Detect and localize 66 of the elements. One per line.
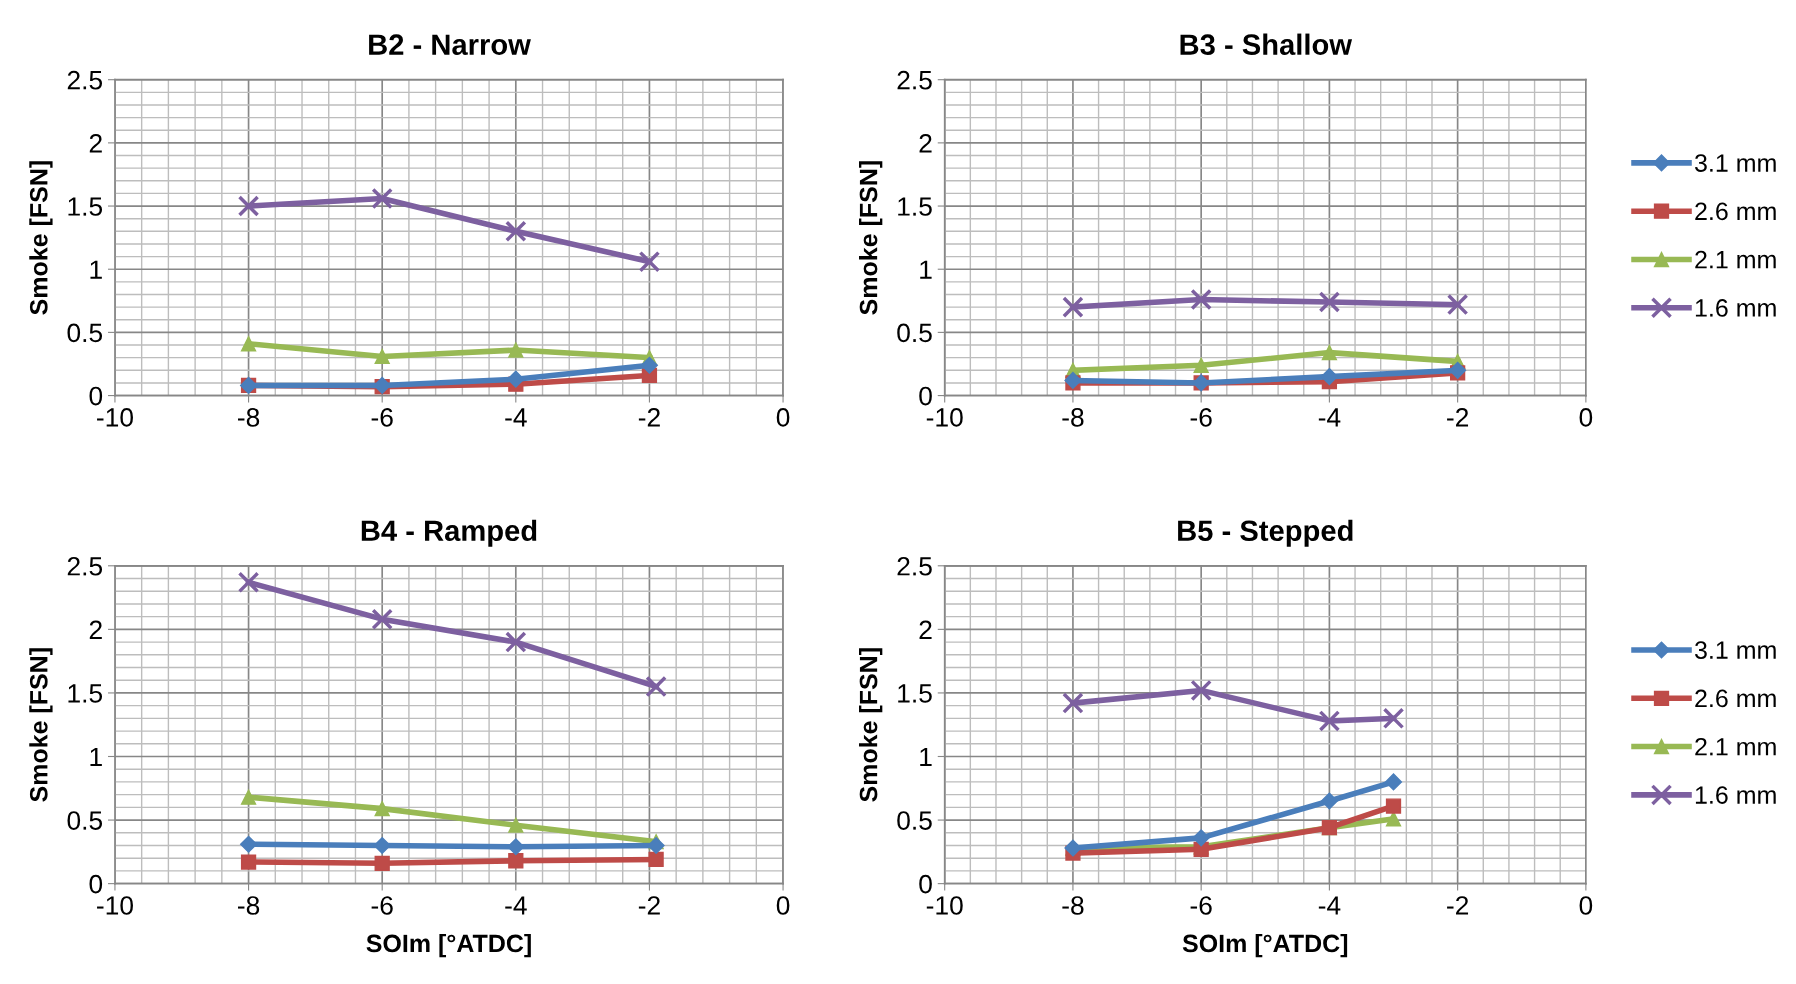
x-tick-label: -10 [97, 408, 133, 427]
y-tick-label: 1 [920, 260, 932, 279]
y-tick-label: 0 [89, 874, 103, 894]
x-tick-label: -4 [505, 408, 527, 427]
y-tick-label: 0.5 [897, 811, 932, 830]
x-tick-label: -2 [638, 896, 660, 915]
x-tick-label: -2 [638, 408, 660, 427]
y-tick-label: 1 [90, 260, 102, 279]
legend-label: 3.1 mm [1694, 641, 1776, 659]
legend-label: 2.1 mm [1695, 250, 1776, 269]
chart-title: B2 - Narrow [369, 34, 531, 55]
x-tick-label: -8 [238, 408, 260, 427]
x-tick-label: -6 [1190, 408, 1212, 427]
x-tick-label: -4 [1318, 896, 1341, 915]
x-axis-title: SOIm [°ATDC] [1182, 933, 1348, 958]
y-tick-label: 0 [89, 386, 103, 406]
y-tick-label: 2 [89, 134, 102, 153]
y-axis-title: Smoke [FSN] [29, 648, 53, 802]
legend-label: 2.1 mm [1695, 737, 1776, 756]
y-tick-label: 2 [919, 620, 932, 639]
y-tick-label: 1 [920, 747, 932, 767]
x-tick-label: -10 [926, 408, 963, 427]
x-tick-label: -8 [238, 896, 260, 915]
y-tick-label: 2.5 [67, 556, 103, 576]
y-tick-label: 1.5 [68, 197, 103, 216]
chart-title: B4 - Ramped [361, 519, 537, 547]
y-axis-title: Smoke [FSN] [859, 161, 883, 315]
legend-label: 2.6 mm [1695, 689, 1776, 708]
x-tick-label: -4 [1318, 408, 1341, 427]
x-tick-label: -2 [1447, 896, 1469, 915]
y-tick-label: 0.5 [67, 323, 103, 343]
x-tick-label: 0 [1579, 896, 1593, 915]
x-tick-label: -8 [1062, 896, 1084, 915]
y-tick-label: 0 [919, 874, 932, 894]
y-tick-label: 1.5 [68, 684, 103, 703]
x-tick-label: -2 [1447, 408, 1469, 427]
legend-label: 2.6 mm [1695, 202, 1776, 221]
y-axis-title: Smoke [FSN] [859, 648, 883, 802]
y-tick-label: 2.5 [67, 70, 103, 90]
x-tick-label: -8 [1062, 408, 1084, 427]
legend-label: 3.1 mm [1694, 154, 1776, 172]
y-tick-label: 0.5 [897, 323, 932, 343]
y-tick-label: 0 [919, 386, 932, 406]
chart-title: B5 - Stepped [1178, 519, 1353, 547]
x-tick-label: -10 [97, 896, 133, 915]
y-tick-label: 1.5 [898, 197, 932, 216]
y-axis-title: Smoke [FSN] [29, 161, 53, 315]
chart-title: B3 - Shallow [1180, 33, 1353, 56]
x-tick-label: 0 [1579, 408, 1593, 427]
x-tick-label: 0 [776, 896, 790, 915]
y-tick-label: 2 [919, 134, 932, 153]
x-tick-label: -10 [926, 896, 963, 915]
x-tick-label: -6 [371, 896, 393, 915]
x-tick-label: -6 [371, 408, 393, 427]
y-tick-label: 0.5 [67, 811, 103, 830]
x-tick-label: -4 [505, 896, 527, 915]
y-tick-label: 1.5 [898, 684, 932, 703]
y-tick-label: 2.5 [897, 70, 932, 90]
legend-label: 1.6 mm [1695, 299, 1776, 317]
x-tick-label: 0 [776, 408, 790, 427]
y-tick-label: 2 [89, 620, 102, 639]
x-tick-label: -6 [1190, 896, 1212, 915]
y-tick-label: 2.5 [897, 556, 932, 576]
x-axis-title: SOIm [°ATDC] [366, 933, 531, 958]
legend-label: 1.6 mm [1695, 786, 1776, 804]
y-tick-label: 1 [90, 747, 102, 767]
